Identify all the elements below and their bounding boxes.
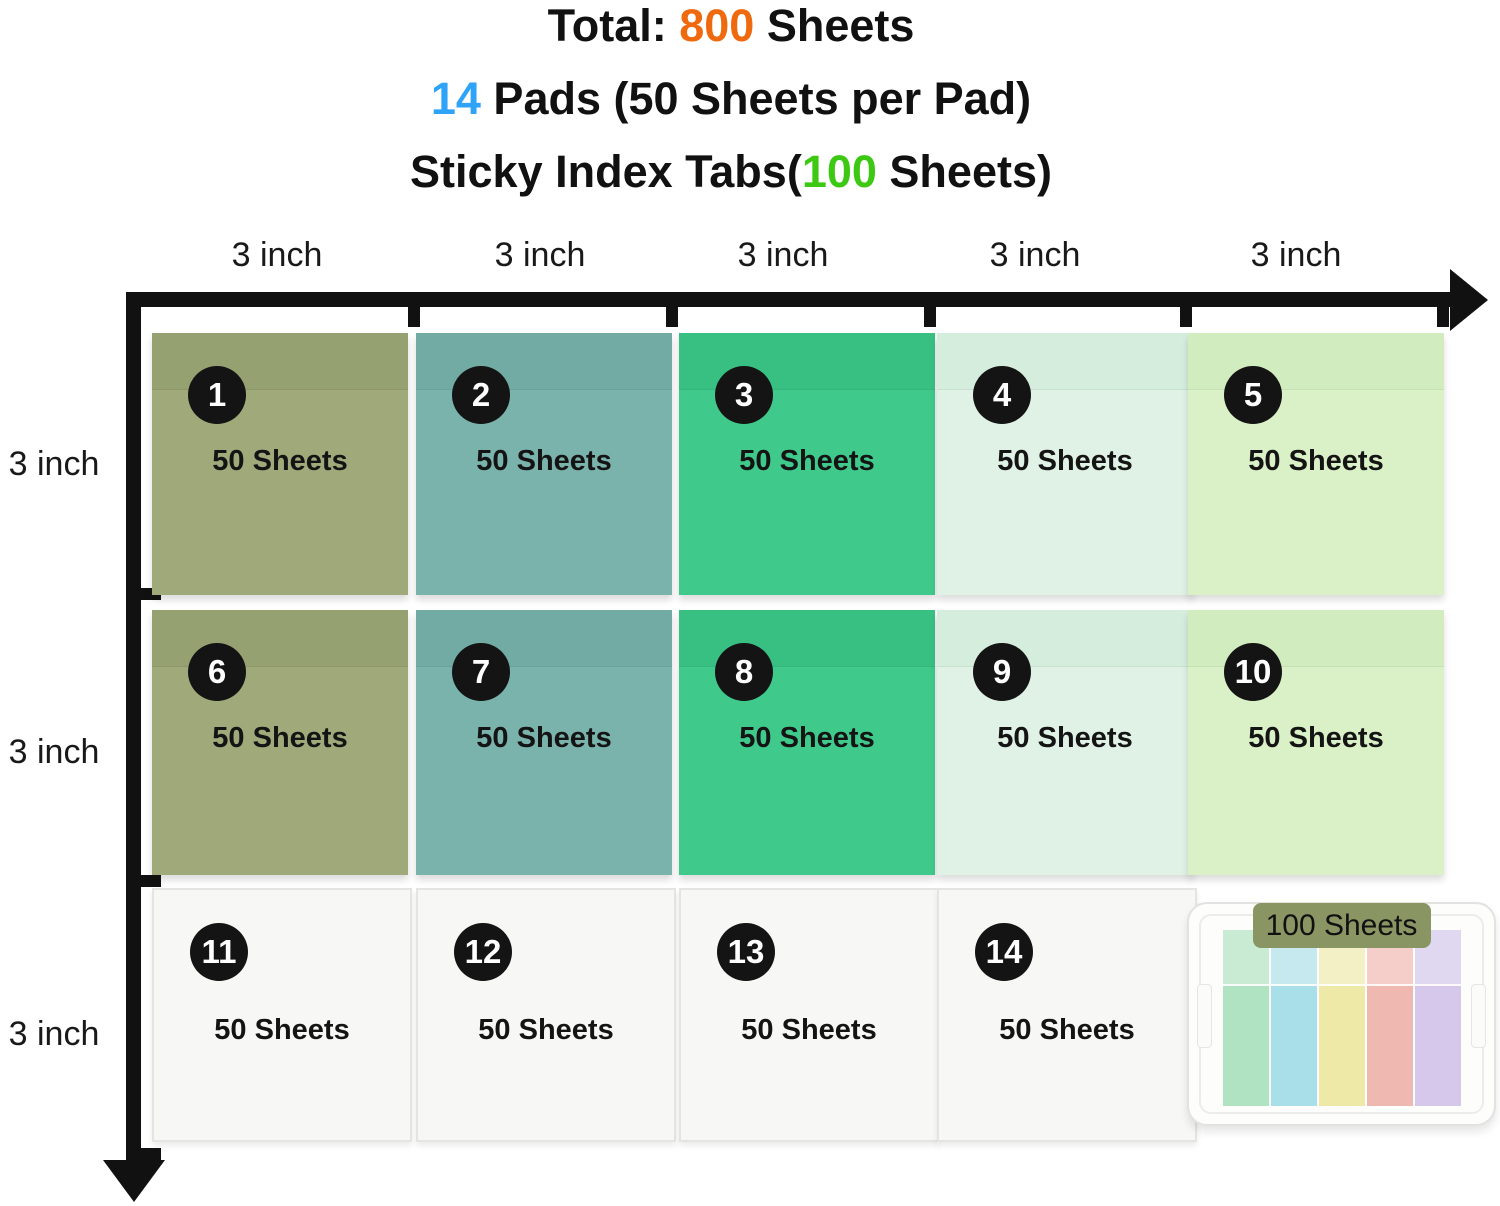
sticky-pad-4: 4 50 Sheets [937, 333, 1193, 595]
title-line2-highlight: 14 [430, 73, 481, 124]
top-dimension-label: 3 inch [494, 236, 586, 274]
pad-number-badge: 2 [452, 366, 510, 424]
title-line3-post: Sheets) [876, 146, 1052, 197]
sticky-pad-10: 10 50 Sheets [1188, 610, 1444, 875]
pad-number-badge: 4 [973, 366, 1031, 424]
index-tab-strip-blue-tab [1271, 930, 1317, 1106]
title-line2-post: Pads (50 Sheets per Pad) [480, 73, 1032, 124]
pad-adhesive-strip [152, 610, 408, 667]
pad-number-badge: 8 [715, 643, 773, 701]
pad-sheet-count: 50 Sheets [997, 445, 1133, 477]
pad-sheet-count: 50 Sheets [212, 722, 348, 754]
pad-sheet-count: 50 Sheets [476, 722, 612, 754]
axis-tick [408, 305, 420, 327]
title-block: Total: 800 Sheets 14 Pads (50 Sheets per… [0, 0, 1462, 208]
pad-sheet-count: 50 Sheets [478, 1014, 614, 1046]
title-line3-pre: Sticky Index Tabs( [410, 146, 802, 197]
arrow-down-icon [103, 1160, 165, 1202]
index-tabs-case: 100 Sheets [1187, 902, 1496, 1126]
pad-sheet-count: 50 Sheets [212, 445, 348, 477]
title-line3-highlight: 100 [801, 146, 877, 197]
sticky-pad-12: 12 50 Sheets [416, 888, 676, 1142]
title-line1-highlight: 800 [679, 0, 755, 51]
case-right-flange [1471, 984, 1486, 1048]
top-dimension-label: 3 inch [231, 236, 323, 274]
sticky-pad-1: 1 50 Sheets [152, 333, 408, 595]
arrow-right-icon [1450, 269, 1488, 331]
pad-sheet-count: 50 Sheets [739, 445, 875, 477]
horizontal-axis-line [126, 292, 1454, 307]
case-left-flange [1197, 984, 1212, 1048]
pad-number-badge: 13 [717, 923, 775, 981]
axis-tick [1180, 305, 1192, 327]
left-dimension-label: 3 inch [8, 733, 100, 771]
axis-tick [1437, 305, 1449, 327]
axis-tick [666, 305, 678, 327]
pad-number-badge: 6 [188, 643, 246, 701]
sticky-pad-3: 3 50 Sheets [679, 333, 935, 595]
pad-sheet-count: 50 Sheets [1248, 722, 1384, 754]
sticky-pad-9: 9 50 Sheets [937, 610, 1193, 875]
title-line-3: Sticky Index Tabs(100 Sheets) [0, 135, 1462, 208]
index-tab-strip-pink-tab [1367, 930, 1413, 1106]
pad-number-badge: 5 [1224, 366, 1282, 424]
left-dimension-label: 3 inch [8, 445, 100, 483]
title-line1-pre: Total: [547, 0, 680, 51]
pad-sheet-count: 50 Sheets [739, 722, 875, 754]
pad-adhesive-strip [416, 333, 672, 390]
axis-tick [139, 875, 161, 887]
sticky-pad-5: 5 50 Sheets [1188, 333, 1444, 595]
title-line-1: Total: 800 Sheets [0, 0, 1462, 62]
sticky-pad-2: 2 50 Sheets [416, 333, 672, 595]
sticky-pad-11: 11 50 Sheets [152, 888, 412, 1142]
index-tab-strip-green-tab [1223, 930, 1269, 1106]
sticky-pad-13: 13 50 Sheets [679, 888, 939, 1142]
vertical-axis-line [126, 292, 141, 1164]
pad-sheet-count: 50 Sheets [1248, 445, 1384, 477]
tabs-sheet-count-label: 100 Sheets [1252, 903, 1431, 948]
pad-number-badge: 11 [190, 923, 248, 981]
pad-number-badge: 10 [1224, 643, 1282, 701]
top-dimension-label: 3 inch [1250, 236, 1342, 274]
left-dimension-label: 3 inch [8, 1015, 100, 1053]
pad-sheet-count: 50 Sheets [997, 722, 1133, 754]
title-line-2: 14 Pads (50 Sheets per Pad) [0, 62, 1462, 135]
sticky-pad-7: 7 50 Sheets [416, 610, 672, 875]
pad-number-badge: 14 [975, 923, 1033, 981]
top-dimension-label: 3 inch [989, 236, 1081, 274]
pad-number-badge: 7 [452, 643, 510, 701]
axis-tick [139, 1148, 161, 1160]
title-line1-post: Sheets [754, 0, 915, 51]
index-tab-strip-purple-tab [1415, 930, 1461, 1106]
index-tab-strip-yellow-tab [1319, 930, 1365, 1106]
pad-number-badge: 9 [973, 643, 1031, 701]
pad-number-badge: 1 [188, 366, 246, 424]
pad-sheet-count: 50 Sheets [476, 445, 612, 477]
pad-sheet-count: 50 Sheets [999, 1014, 1135, 1046]
pad-sheet-count: 50 Sheets [214, 1014, 350, 1046]
sticky-pad-14: 14 50 Sheets [937, 888, 1197, 1142]
pad-number-badge: 3 [715, 366, 773, 424]
sticky-pad-6: 6 50 Sheets [152, 610, 408, 875]
axis-tick [924, 305, 936, 327]
pad-number-badge: 12 [454, 923, 512, 981]
sticky-pad-8: 8 50 Sheets [679, 610, 935, 875]
pad-sheet-count: 50 Sheets [741, 1014, 877, 1046]
top-dimension-label: 3 inch [737, 236, 829, 274]
